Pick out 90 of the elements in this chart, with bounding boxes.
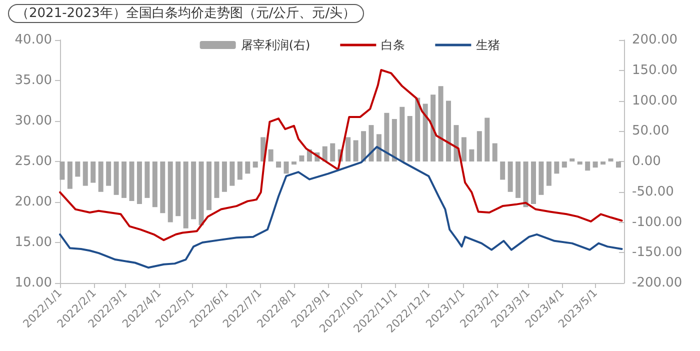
bar bbox=[461, 137, 466, 162]
bar bbox=[176, 162, 181, 216]
y-tick-label: 35.00 bbox=[14, 73, 52, 88]
bar bbox=[82, 162, 88, 186]
bar bbox=[516, 162, 521, 198]
bar bbox=[75, 162, 80, 177]
bar bbox=[152, 162, 158, 208]
bar bbox=[577, 162, 582, 165]
y-tick-label: 30.00 bbox=[14, 114, 52, 128]
bar bbox=[160, 162, 166, 214]
bar bbox=[299, 155, 304, 162]
bar bbox=[492, 143, 498, 162]
bar bbox=[600, 162, 606, 165]
bar bbox=[361, 131, 366, 162]
bar bbox=[90, 162, 96, 183]
y-tick-label: 20.00 bbox=[14, 194, 52, 210]
bar bbox=[562, 162, 567, 168]
bar bbox=[454, 125, 459, 162]
bar bbox=[368, 125, 374, 162]
bar bbox=[268, 149, 274, 162]
bar bbox=[60, 162, 65, 180]
bar bbox=[376, 134, 382, 162]
line-series bbox=[59, 68, 623, 242]
bar bbox=[438, 86, 444, 162]
bar bbox=[508, 162, 513, 192]
y2-tick-label: -100.00 bbox=[632, 214, 682, 230]
bar bbox=[554, 162, 560, 174]
bar bbox=[546, 162, 552, 186]
y-tick-label: 25.00 bbox=[14, 154, 52, 169]
bar bbox=[415, 98, 420, 162]
bar bbox=[136, 162, 142, 204]
legend-label: 白条 bbox=[381, 38, 406, 52]
bar bbox=[446, 100, 452, 162]
bar bbox=[608, 158, 614, 162]
line-series bbox=[59, 146, 623, 269]
chart-title: （2021-2023年）全国白条均价走势图（元/公斤、元/头） bbox=[16, 6, 356, 21]
y2-tick-label: 50.00 bbox=[632, 124, 670, 139]
bar bbox=[252, 162, 258, 168]
bar bbox=[476, 131, 482, 162]
bar bbox=[245, 162, 250, 174]
y2-tick-label: -150.00 bbox=[632, 245, 682, 260]
bar bbox=[183, 162, 188, 228]
bar bbox=[407, 116, 412, 162]
y-tick-label: 15.00 bbox=[14, 235, 52, 250]
bar bbox=[67, 162, 72, 189]
bar bbox=[430, 94, 436, 162]
bar bbox=[616, 162, 621, 168]
y2-tick-label: -200.00 bbox=[632, 276, 682, 290]
bar bbox=[530, 162, 536, 204]
bar bbox=[198, 162, 204, 226]
bar bbox=[523, 162, 528, 208]
y2-tick-label: 0.00 bbox=[632, 154, 661, 169]
bar bbox=[291, 162, 296, 165]
y2-tick-label: -50.00 bbox=[632, 184, 674, 200]
bar bbox=[129, 162, 134, 201]
bar bbox=[222, 162, 227, 192]
bar bbox=[592, 162, 598, 168]
bar bbox=[400, 106, 405, 162]
bar bbox=[330, 143, 336, 162]
bar bbox=[114, 162, 119, 195]
bar bbox=[206, 162, 212, 210]
bar bbox=[284, 162, 289, 174]
bar bbox=[346, 137, 351, 162]
bar bbox=[353, 140, 358, 162]
y-tick-label: 10.00 bbox=[14, 276, 52, 290]
bar bbox=[384, 112, 390, 162]
bar bbox=[484, 118, 490, 162]
y2-tick-label: 100.00 bbox=[632, 93, 678, 108]
bar bbox=[538, 162, 544, 195]
legend-label: 屠宰利润(右) bbox=[240, 38, 310, 52]
bar bbox=[237, 162, 242, 180]
bar bbox=[98, 162, 104, 192]
bar bbox=[585, 162, 590, 171]
y-tick-label: 40.00 bbox=[14, 32, 52, 48]
bar bbox=[276, 162, 282, 168]
bar bbox=[214, 162, 220, 198]
y2-tick-label: 150.00 bbox=[632, 62, 678, 78]
bar bbox=[469, 149, 474, 162]
bar bbox=[191, 162, 196, 220]
y2-tick-label: 200.00 bbox=[632, 32, 678, 48]
bar bbox=[230, 162, 235, 186]
bar bbox=[392, 118, 397, 162]
bar bbox=[122, 162, 127, 198]
bar bbox=[168, 162, 173, 222]
legend-label: 生猪 bbox=[476, 38, 500, 52]
bar bbox=[570, 158, 575, 162]
bar bbox=[144, 162, 150, 198]
bar bbox=[500, 162, 506, 180]
bar bbox=[422, 104, 428, 162]
bar bbox=[106, 162, 112, 186]
